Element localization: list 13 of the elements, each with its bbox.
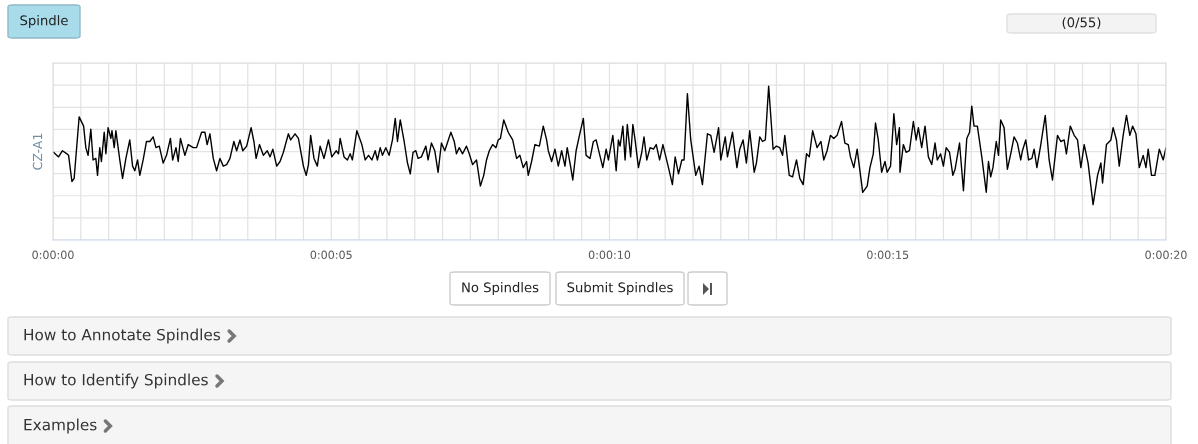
text: Submit Spindles xyxy=(567,282,673,295)
y-axis-title: CZ-A1 xyxy=(32,133,43,170)
text: Spindle xyxy=(20,15,68,28)
x-tick-label: 0:00:15 xyxy=(867,250,909,260)
x-tick-label: 0:00:05 xyxy=(310,250,352,260)
x-tick-label: 0:00:10 xyxy=(588,250,631,260)
text: Examples xyxy=(24,418,97,434)
text: No Spindles xyxy=(462,282,539,295)
text: How to Identify Spindles xyxy=(24,373,208,389)
x-tick-label: 0:00:00 xyxy=(32,250,74,260)
x-tick-label: 0:00:20 xyxy=(1145,250,1187,260)
text: How to Annotate Spindles xyxy=(24,328,221,344)
text: (0/55) xyxy=(1062,17,1101,29)
